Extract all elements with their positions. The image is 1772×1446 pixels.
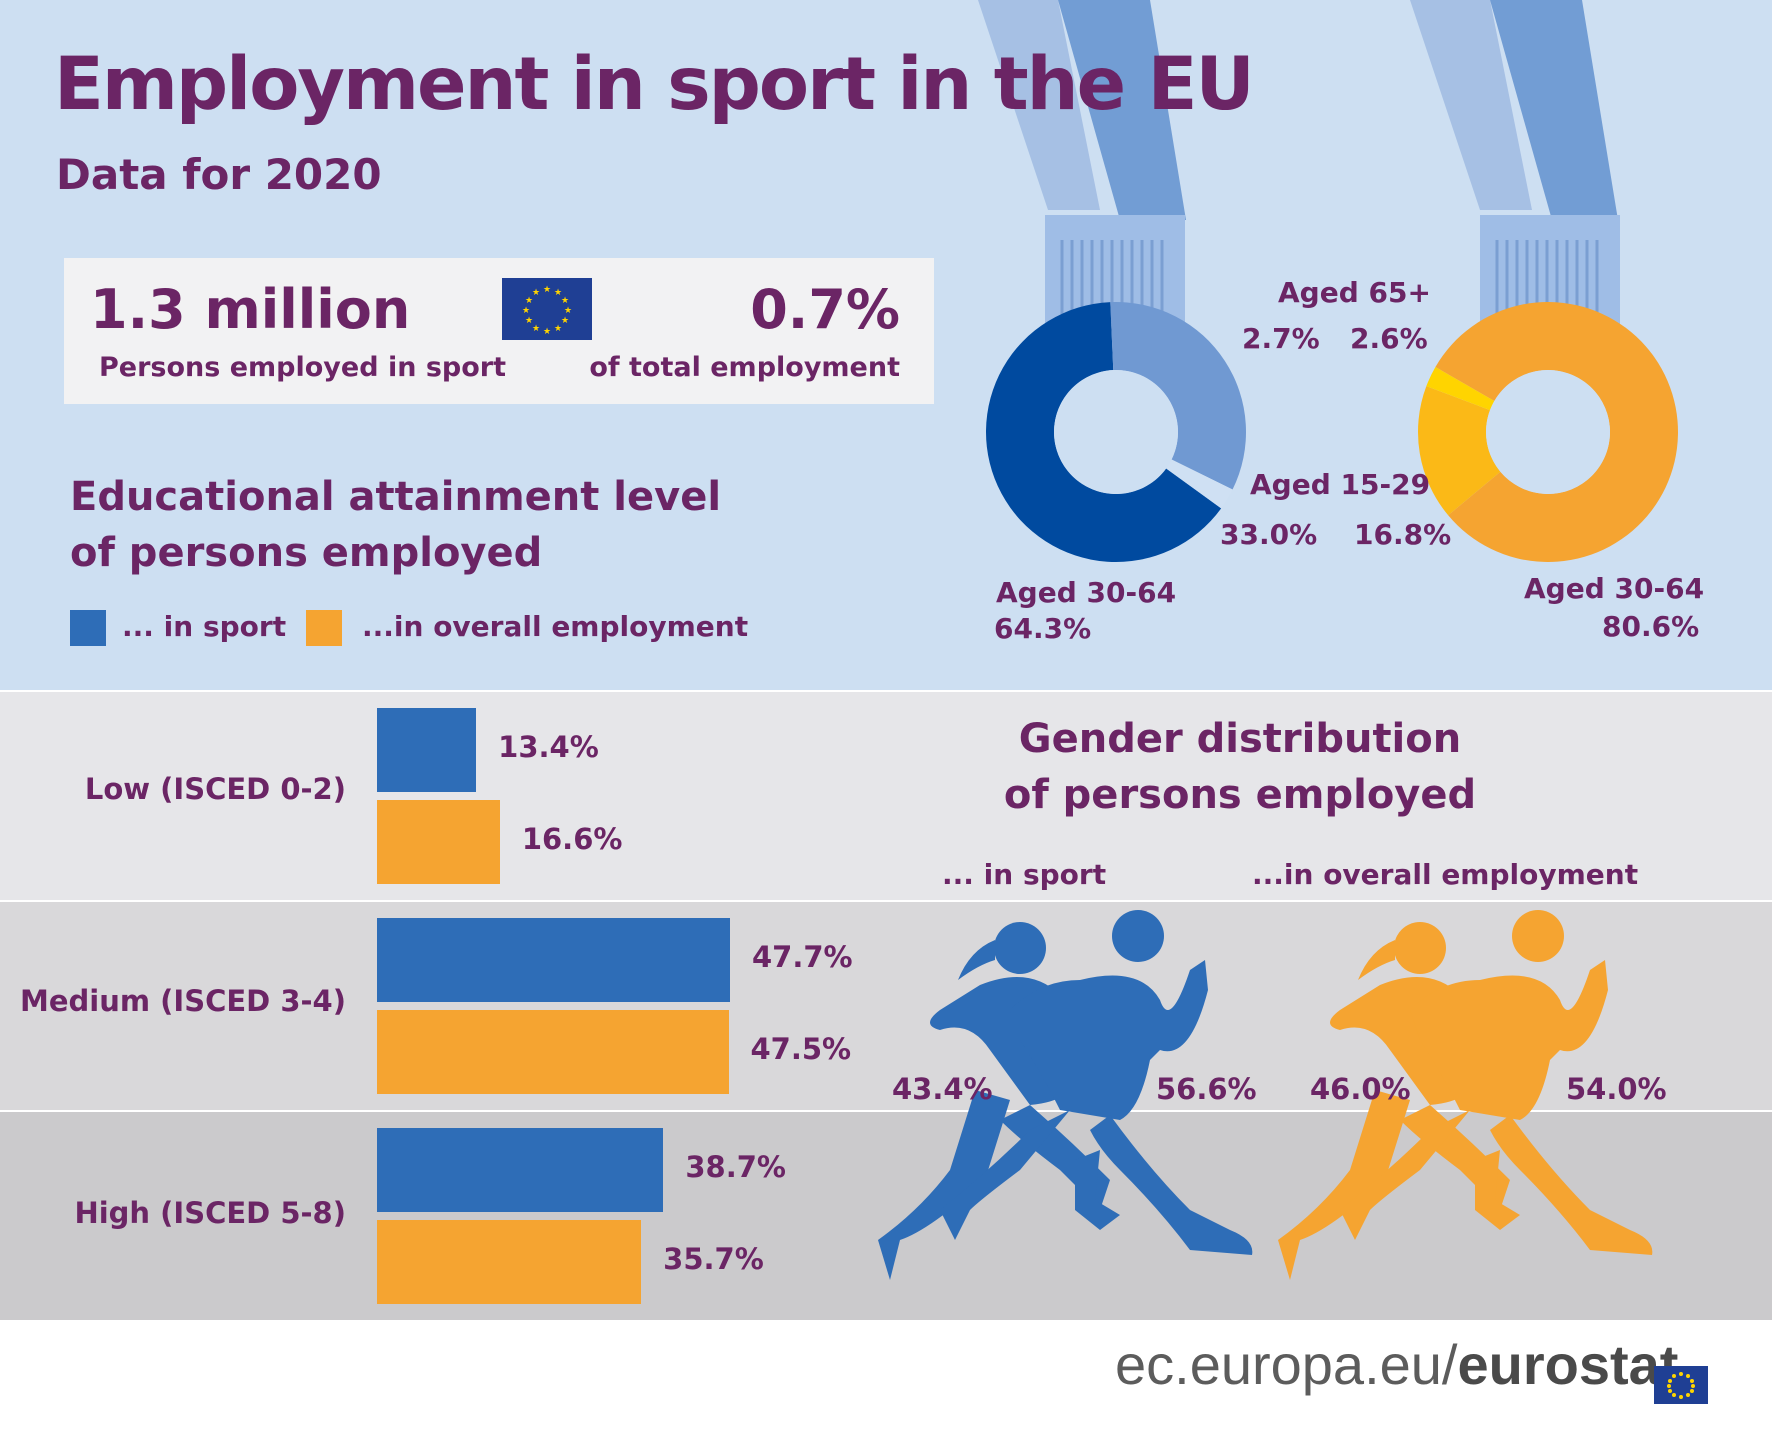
category-medium: Medium (ISCED 3-4)	[19, 984, 346, 1018]
age-65-label: Aged 65+	[1278, 276, 1431, 309]
donut-slice	[1110, 302, 1246, 490]
svg-text:★: ★	[543, 285, 551, 295]
age-30-64-sport-value: 64.3%	[994, 612, 1092, 645]
donut-slice	[1418, 386, 1501, 516]
runner-male-overall-icon	[1340, 910, 1653, 1255]
ribbon-left	[978, 0, 1186, 325]
stat-box	[64, 258, 934, 404]
gender-sport-male-value: 56.6%	[1156, 1072, 1257, 1106]
education-bar	[377, 1010, 729, 1094]
svg-text:★: ★	[543, 327, 551, 337]
gender-heading-line1: Gender distribution	[1018, 716, 1462, 762]
share-of-employment-label: of total employment	[589, 352, 900, 383]
education-bar-value-label: 35.7%	[663, 1242, 764, 1276]
svg-text:★: ★	[561, 296, 569, 306]
svg-text:★: ★	[561, 316, 569, 326]
band-low	[0, 692, 1772, 900]
gender-heading-line2: of persons employed	[1003, 772, 1477, 818]
runners-overall	[1278, 910, 1653, 1280]
svg-text:★: ★	[532, 288, 540, 298]
page-subtitle: Data for 2020	[56, 150, 382, 199]
share-of-employment-value: 0.7%	[750, 278, 900, 341]
age-15-29-overall-value: 16.8%	[1354, 518, 1452, 551]
gender-overall-male-value: 54.0%	[1566, 1072, 1667, 1106]
legend-swatch-overall	[306, 610, 342, 646]
donut-overall	[1418, 302, 1678, 562]
runner-male-sport-icon	[940, 910, 1253, 1255]
persons-employed-label: Persons employed in sport	[99, 352, 506, 383]
age-30-64-sport-label: Aged 30-64	[996, 576, 1177, 609]
education-bar	[377, 800, 500, 884]
svg-text:★: ★	[554, 288, 562, 298]
footer-brand: eurostat	[1457, 1333, 1679, 1396]
education-bar-value-label: 47.7%	[751, 940, 853, 974]
age-30-64-overall-value: 80.6%	[1602, 610, 1700, 643]
education-bar-value-label: 16.6%	[521, 822, 623, 856]
education-bar-value-label: 38.7%	[685, 1150, 786, 1184]
gender-sport-label: ... in sport	[942, 858, 1107, 891]
svg-text:★: ★	[532, 324, 540, 334]
runners-sport	[878, 910, 1253, 1280]
education-bar	[377, 918, 730, 1002]
legend-label-overall: ...in overall employment	[362, 610, 749, 643]
footer-eu-flag-icon	[1654, 1366, 1708, 1404]
donut-slice	[1435, 302, 1678, 562]
gender-overall-label: ...in overall employment	[1252, 858, 1639, 891]
education-heading-line1: Educational attainment level	[70, 474, 722, 520]
eu-flag-icon: ★ ★ ★ ★ ★ ★ ★ ★ ★ ★ ★ ★	[502, 278, 592, 340]
education-bar-value-label: 47.5%	[750, 1032, 852, 1066]
age-15-29-sport-value: 33.0%	[1220, 518, 1318, 551]
legend-label-sport: ... in sport	[122, 610, 287, 643]
education-bar	[377, 1128, 664, 1212]
ribbon-right	[1410, 0, 1620, 325]
footer-source: ec.europa.eu/eurostat	[1115, 1332, 1678, 1397]
donut-slice	[1426, 367, 1495, 411]
svg-text:★: ★	[525, 296, 533, 306]
svg-text:★: ★	[522, 306, 530, 316]
age-15-29-label: Aged 15-29	[1250, 468, 1431, 501]
svg-text:★: ★	[564, 306, 572, 316]
footer-url: ec.europa.eu/	[1115, 1333, 1458, 1396]
donut-sport	[986, 302, 1246, 562]
gender-overall-female-value: 46.0%	[1310, 1072, 1411, 1106]
education-heading-line2: of persons employed	[70, 530, 543, 576]
gender-sport-female-value: 43.4%	[892, 1072, 993, 1106]
donut-hole	[1054, 370, 1178, 494]
category-high: High (ISCED 5-8)	[74, 1196, 346, 1230]
category-low: Low (ISCED 0-2)	[84, 772, 346, 806]
education-bar	[377, 708, 477, 792]
svg-text:★: ★	[554, 324, 562, 334]
eu-stars-icon: ★ ★★ ★★★ ★★★ ★★★	[522, 285, 572, 337]
page-title: Employment in sport in the EU	[54, 42, 1255, 127]
donut-hole	[1486, 370, 1610, 494]
age-donut-charts	[978, 0, 1678, 562]
age-65-overall-value: 2.6%	[1350, 322, 1428, 355]
donut-slice	[986, 302, 1222, 562]
persons-employed-value: 1.3 million	[90, 278, 411, 341]
age-30-64-overall-label: Aged 30-64	[1524, 572, 1705, 605]
footer-eu-stars-icon	[1667, 1372, 1695, 1399]
donut-slice	[1166, 459, 1233, 509]
svg-text:★: ★	[525, 316, 533, 326]
band-high	[0, 1112, 1772, 1320]
age-65-sport-value: 2.7%	[1242, 322, 1320, 355]
education-bar	[377, 1220, 642, 1304]
legend-swatch-sport	[70, 610, 106, 646]
education-bar-value-label: 13.4%	[498, 730, 599, 764]
